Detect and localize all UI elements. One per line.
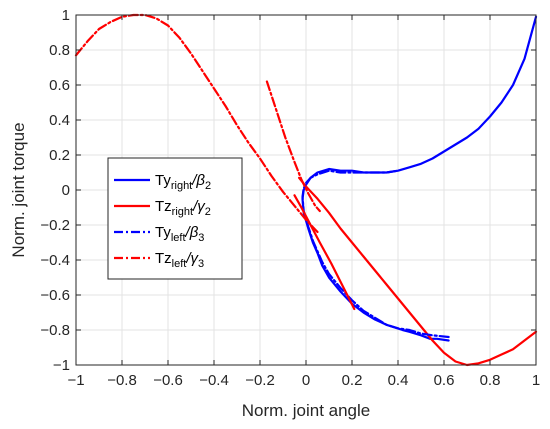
series-line-1 (298, 176, 538, 367)
series-line-4 (293, 194, 356, 311)
x-axis-label: Norm. joint angle (242, 401, 371, 420)
legend-entry-part: 3 (198, 258, 204, 270)
x-tick-label: −0.6 (153, 372, 183, 389)
y-tick-label: 0.4 (49, 112, 70, 129)
x-tick-label: −1 (67, 372, 84, 389)
legend-entry-part: left (171, 232, 186, 244)
x-tick-label: 0.8 (480, 372, 501, 389)
x-tick-label: 1 (532, 372, 540, 389)
legend-entry-part: Ty (155, 172, 171, 189)
y-tick-label: 0.2 (49, 147, 70, 164)
y-tick-label: 1 (62, 7, 70, 24)
series-layer (74, 13, 538, 367)
legend-entry: Tyright/β2 (155, 172, 211, 192)
y-tick-label: 0 (62, 182, 70, 199)
legend-entry-part: 2 (205, 180, 211, 192)
x-tick-label: 0 (302, 372, 310, 389)
y-axis-label: Norm. joint torque (9, 122, 28, 257)
legend-entry-part: /γ (185, 250, 199, 267)
legend-entry-part: Ty (155, 224, 171, 241)
x-tick-label: −0.4 (199, 372, 229, 389)
y-tick-label: −0.8 (40, 322, 70, 339)
y-tick-label: −0.4 (40, 252, 70, 269)
legend-entry-part: Tz (155, 250, 172, 267)
y-tick-label: −0.2 (40, 217, 70, 234)
y-tick-label: 0.8 (49, 42, 70, 59)
y-tick-label: −0.6 (40, 287, 70, 304)
legend-entry-part: /γ (192, 198, 206, 215)
legend-entry-part: 3 (198, 232, 204, 244)
legend-entry: Tyleft/β3 (155, 224, 204, 244)
legend-entry-part: left (172, 258, 187, 270)
x-tick-label: 0.6 (434, 372, 455, 389)
legend-entry: Tzleft/γ3 (155, 250, 204, 270)
y-tick-label: −1 (53, 357, 70, 374)
tick-layer (75, 14, 537, 366)
legend-entry-part: right (171, 180, 192, 192)
x-tick-label: 0.4 (388, 372, 409, 389)
legend-entry-part: Tz (155, 198, 172, 215)
tick-label-layer: −1 −0.8 −0.6 −0.4 −0.2 0 0.2 0.4 0.6 0.8 1 −1 −0.8 −0… (40, 7, 540, 389)
legend-entry-part: /β (191, 172, 205, 189)
series-line-5 (265, 80, 321, 213)
x-tick-label: −0.8 (107, 372, 137, 389)
legend-entry: Tzright/γ2 (155, 198, 211, 218)
series-line-3 (74, 13, 319, 234)
legend-entry-part: 2 (205, 206, 211, 218)
legend-entry-part: /β (185, 224, 199, 241)
series-line-2 (301, 169, 450, 339)
x-tick-label: 0.2 (342, 372, 363, 389)
y-tick-label: 0.6 (49, 77, 70, 94)
legend-entry-part: right (172, 206, 193, 218)
legend-box (107, 157, 243, 280)
x-tick-label: −0.2 (245, 372, 275, 389)
